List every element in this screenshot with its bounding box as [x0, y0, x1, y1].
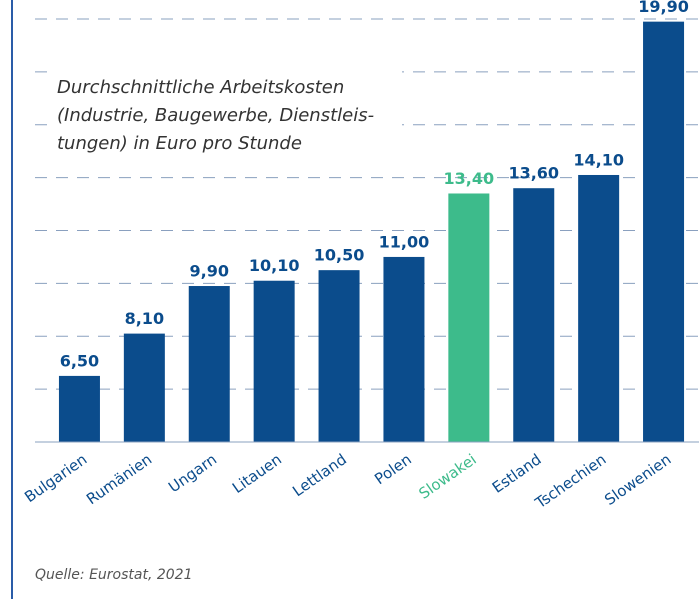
x-tick-label: Ungarn [165, 450, 220, 496]
x-tick-label: Polen [371, 450, 415, 488]
value-label: 13,60 [508, 164, 559, 183]
x-tick-label: Estland [489, 450, 545, 497]
value-label: 11,00 [379, 232, 430, 251]
chart-title: Durchschnittliche Arbeitskosten [57, 77, 344, 98]
value-label: 6,50 [60, 351, 99, 370]
chart-title: (Industrie, Baugewerbe, Dienstleis- [57, 105, 374, 126]
bar [643, 21, 685, 443]
value-label: 19,90 [638, 0, 689, 16]
x-tick-label: Lettland [289, 450, 350, 500]
x-tick-label: Slowenien [601, 450, 674, 509]
x-tick-label: Litauen [229, 450, 285, 497]
value-label: 8,10 [125, 309, 164, 328]
value-label: 9,90 [190, 262, 229, 281]
source: Quelle: Eurostat, 2021 [35, 567, 193, 583]
x-tick-label: Rumänien [83, 450, 155, 508]
x-tick-label: Slowakei [415, 450, 479, 503]
value-label: 10,50 [314, 246, 365, 265]
title: Durchschnittliche Arbeitskosten (Industri… [57, 77, 374, 154]
bar [253, 280, 295, 442]
value-label: 13,40 [444, 169, 495, 188]
chart-title: tungen) in Euro pro Stunde [57, 133, 302, 154]
value-label: 14,10 [573, 150, 624, 169]
bar [513, 188, 555, 442]
x-tick-label: Bulgarien [21, 450, 90, 506]
bar [318, 270, 360, 442]
bar [58, 375, 100, 442]
bar [578, 174, 620, 442]
bar [383, 256, 425, 442]
bar [448, 193, 490, 442]
x-tick-label: Tschechien [531, 450, 609, 512]
bar [123, 333, 165, 442]
title-background [50, 62, 402, 156]
bar [188, 286, 230, 442]
value-label: 10,10 [249, 256, 300, 275]
